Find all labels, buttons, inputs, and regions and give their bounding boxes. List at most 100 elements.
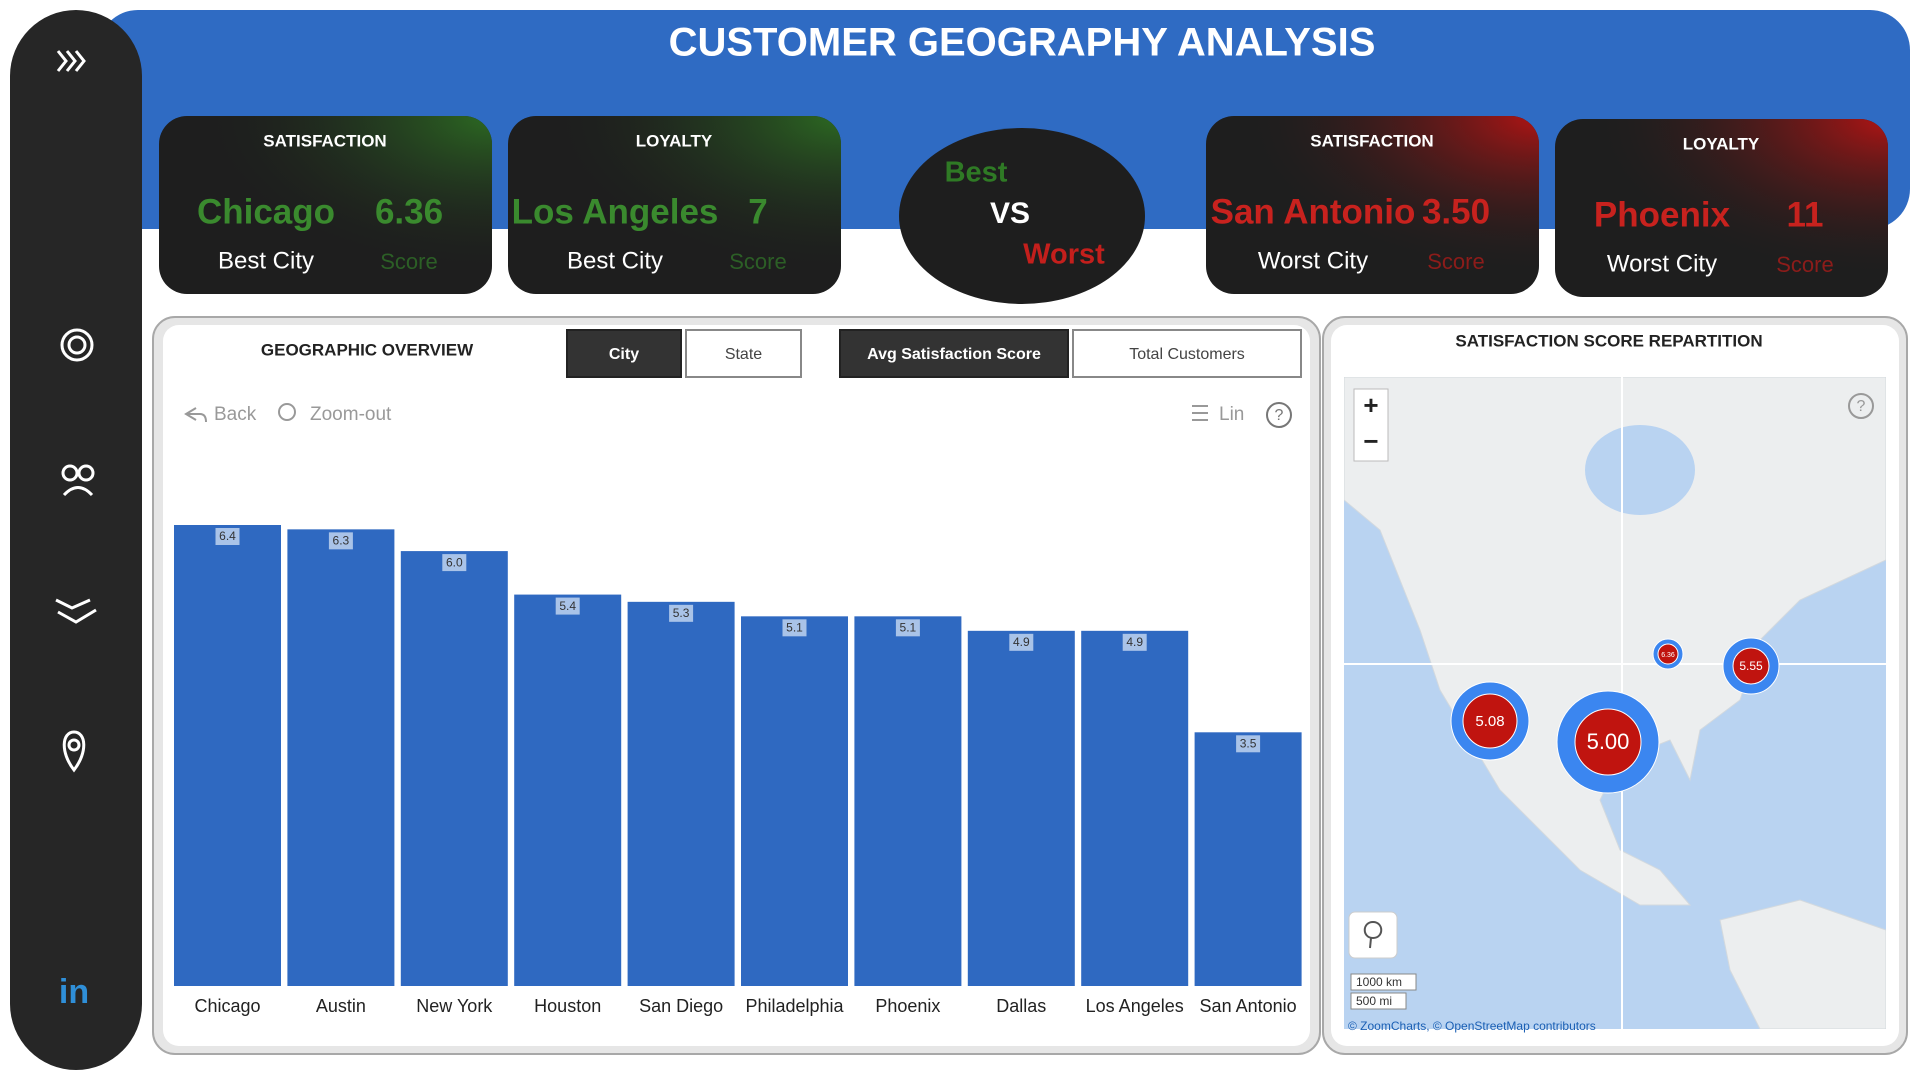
nav-icon[interactable] bbox=[55, 598, 97, 624]
bubble-label: 5.08 bbox=[1475, 713, 1504, 730]
lasso-icon bbox=[1363, 921, 1383, 949]
value-label: 5.1 bbox=[900, 621, 917, 635]
nav-icon[interactable] bbox=[61, 464, 79, 482]
x-tick-label: San Diego bbox=[639, 996, 723, 1016]
bar[interactable] bbox=[967, 630, 1075, 986]
value-label: 6.3 bbox=[333, 534, 350, 548]
toggle-label[interactable]: State bbox=[725, 346, 762, 363]
kpi-city: Phoenix bbox=[1594, 195, 1731, 234]
nav-icon[interactable] bbox=[62, 730, 86, 773]
bubble-label: 6.36 bbox=[1661, 652, 1675, 659]
value-label-box bbox=[442, 554, 467, 572]
kpi-card-glow bbox=[159, 116, 492, 294]
zoom-out-button[interactable]: − bbox=[1363, 426, 1378, 456]
kpi-unit: Score bbox=[1776, 252, 1833, 277]
versus-vs: VS bbox=[990, 197, 1030, 230]
bubble[interactable] bbox=[1732, 647, 1770, 685]
expand-icon[interactable] bbox=[56, 50, 68, 72]
kpi-metric: SATISFACTION bbox=[1310, 131, 1433, 150]
scale-bar bbox=[1350, 973, 1417, 991]
toggle-label[interactable]: Total Customers bbox=[1129, 346, 1245, 363]
kpi-metric: SATISFACTION bbox=[263, 131, 386, 150]
toggle-button[interactable] bbox=[685, 329, 802, 378]
bar[interactable] bbox=[400, 551, 508, 986]
nav-icon[interactable] bbox=[67, 335, 87, 355]
x-tick-label: Dallas bbox=[996, 996, 1046, 1016]
help-icon[interactable] bbox=[1848, 393, 1874, 419]
value-label-box bbox=[669, 604, 694, 622]
value-label: 6.4 bbox=[219, 529, 236, 543]
map-water bbox=[1585, 425, 1695, 515]
kpi-unit: Score bbox=[380, 249, 437, 274]
kpi-value: 3.50 bbox=[1422, 192, 1490, 231]
x-tick-label: Chicago bbox=[194, 996, 260, 1016]
linkedin-link[interactable]: in bbox=[59, 973, 89, 1011]
toolbar-zoom-out[interactable]: Zoom-out bbox=[310, 404, 392, 425]
panel-title: SATISFACTION SCORE REPARTITION bbox=[1455, 331, 1762, 350]
kpi-value: 11 bbox=[1787, 195, 1824, 234]
toggle-button[interactable] bbox=[566, 329, 682, 378]
sidebar bbox=[10, 10, 142, 1070]
value-label-box bbox=[215, 528, 240, 545]
kpi-value: 6.36 bbox=[375, 192, 443, 231]
bar[interactable] bbox=[174, 525, 281, 986]
map-base bbox=[1344, 377, 1886, 1029]
sidebar-icons bbox=[55, 50, 97, 773]
toggle-label[interactable]: City bbox=[609, 346, 639, 363]
x-tick-label: Phoenix bbox=[875, 996, 940, 1016]
kpi-city: Los Angeles bbox=[512, 192, 719, 231]
scale-km: 1000 km bbox=[1356, 975, 1402, 989]
lasso-button[interactable] bbox=[1348, 911, 1398, 959]
x-tick-label: Austin bbox=[316, 996, 366, 1016]
value-label: 5.1 bbox=[786, 621, 803, 635]
zoom-out-icon bbox=[278, 403, 296, 421]
bar[interactable] bbox=[1081, 630, 1189, 986]
x-tick-label: Los Angeles bbox=[1086, 996, 1184, 1016]
map-help[interactable]: ? bbox=[1857, 398, 1866, 415]
expand-icon[interactable] bbox=[74, 50, 86, 72]
bubble[interactable] bbox=[1657, 643, 1679, 665]
value-label: 5.3 bbox=[673, 606, 690, 620]
value-label: 3.5 bbox=[1240, 736, 1257, 750]
nav-icon[interactable] bbox=[62, 486, 94, 497]
bar[interactable] bbox=[854, 616, 962, 986]
bar[interactable] bbox=[741, 616, 848, 986]
nav-icon[interactable] bbox=[67, 738, 81, 752]
value-label-box bbox=[1122, 633, 1147, 651]
toolbar-scale[interactable]: Lin bbox=[1219, 404, 1244, 425]
kpi-card-glow bbox=[1206, 116, 1539, 294]
toggle-button[interactable] bbox=[839, 329, 1069, 378]
bar[interactable] bbox=[514, 594, 622, 986]
bubble[interactable] bbox=[1462, 693, 1518, 749]
value-label-box bbox=[895, 619, 920, 637]
toolbar-help[interactable]: ? bbox=[1275, 407, 1284, 424]
expand-icon[interactable] bbox=[65, 50, 77, 72]
toggle-button[interactable] bbox=[1072, 329, 1302, 378]
kpi-caption: Best City bbox=[567, 247, 663, 274]
nav-icon[interactable] bbox=[77, 464, 95, 482]
nav-icon[interactable] bbox=[60, 328, 94, 362]
value-label: 4.9 bbox=[1126, 635, 1143, 649]
value-label: 4.9 bbox=[1013, 635, 1030, 649]
versus-badge bbox=[899, 128, 1145, 304]
zoom-in-button[interactable]: + bbox=[1363, 390, 1378, 420]
toggle-label[interactable]: Avg Satisfaction Score bbox=[867, 346, 1041, 363]
kpi-caption: Worst City bbox=[1258, 247, 1368, 274]
x-tick-label: Philadelphia bbox=[745, 996, 844, 1016]
value-label-box bbox=[555, 597, 580, 615]
x-tick-label: Houston bbox=[534, 996, 601, 1016]
toolbar-back[interactable]: Back bbox=[214, 404, 257, 425]
back-icon bbox=[184, 407, 207, 423]
kpi-caption: Worst City bbox=[1607, 250, 1717, 277]
bubble[interactable] bbox=[1574, 708, 1642, 776]
help-icon[interactable] bbox=[1266, 402, 1292, 428]
kpi-unit: Score bbox=[729, 249, 786, 274]
value-label-box bbox=[1236, 735, 1261, 753]
kpi-unit: Score bbox=[1427, 249, 1484, 274]
scale-bar bbox=[1350, 992, 1407, 1010]
bar[interactable] bbox=[627, 601, 735, 986]
map-attribution[interactable]: © ZoomCharts, © OpenStreetMap contributo… bbox=[1348, 1019, 1596, 1033]
bar[interactable] bbox=[287, 529, 395, 986]
bar[interactable] bbox=[1194, 732, 1302, 986]
